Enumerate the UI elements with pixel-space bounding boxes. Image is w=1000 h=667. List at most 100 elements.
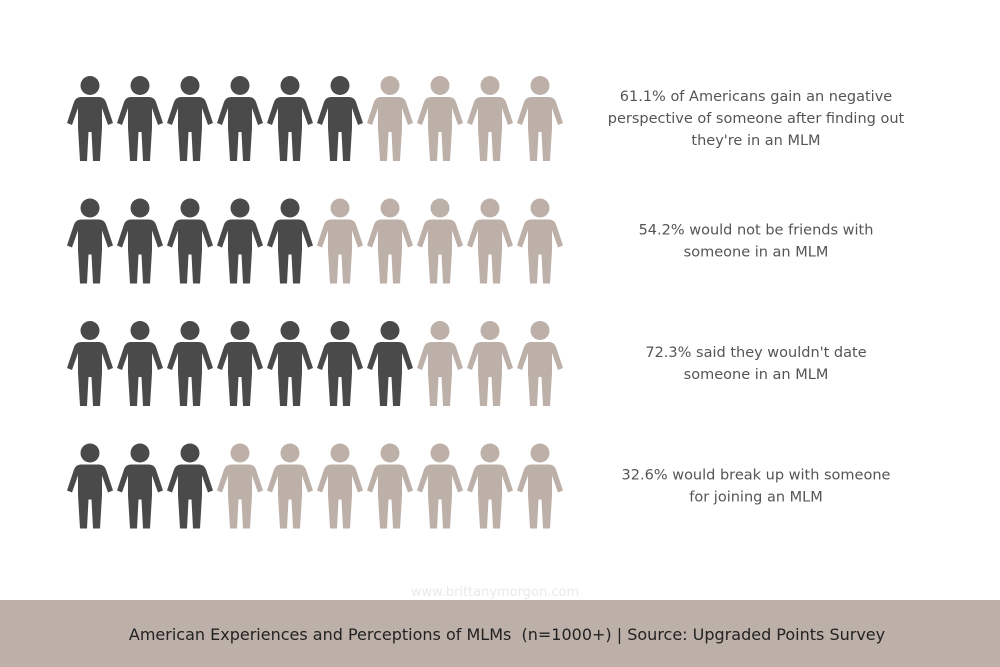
- icon-head: [330, 198, 350, 218]
- icon-head: [280, 321, 300, 340]
- icon-body: [67, 464, 113, 529]
- icon-head: [480, 76, 500, 95]
- person-icon: [117, 443, 163, 529]
- icon-head: [530, 443, 550, 463]
- icon-body: [417, 464, 463, 529]
- icon-head: [430, 321, 450, 340]
- person-icon: [217, 321, 263, 406]
- icon-head: [280, 198, 300, 218]
- person-icon: [517, 443, 563, 529]
- person-icon: [467, 198, 513, 284]
- icon-head: [530, 76, 550, 95]
- icon-head: [380, 198, 400, 218]
- person-icon: [367, 76, 413, 161]
- person-icon: [367, 443, 413, 529]
- person-icon: [117, 198, 163, 284]
- icon-head: [530, 198, 550, 218]
- row-label: for joining an MLM: [689, 490, 822, 506]
- person-icon: [467, 76, 513, 161]
- icon-body: [417, 219, 463, 284]
- icon-body: [467, 464, 513, 529]
- icon-head: [480, 198, 500, 218]
- icon-body: [117, 464, 163, 529]
- person-icon: [167, 198, 213, 284]
- person-icon: [467, 443, 513, 529]
- icon-head: [430, 443, 450, 463]
- icon-body: [217, 219, 263, 284]
- person-icon: [67, 76, 113, 161]
- icon-head: [430, 76, 450, 95]
- icon-head: [230, 76, 250, 95]
- icon-head: [530, 321, 550, 340]
- person-icon: [267, 321, 313, 406]
- icon-head: [180, 198, 200, 218]
- icon-head: [480, 321, 500, 340]
- icon-head: [330, 76, 350, 95]
- icon-head: [80, 76, 100, 95]
- icon-body: [167, 464, 213, 529]
- icon-body: [317, 97, 363, 161]
- icon-head: [230, 321, 250, 340]
- row-label: someone in an MLM: [684, 367, 829, 383]
- icon-head: [130, 198, 150, 218]
- icon-head: [330, 443, 350, 463]
- person-icon: [367, 321, 413, 406]
- person-icon: [117, 321, 163, 406]
- icon-body: [467, 219, 513, 284]
- icon-body: [67, 342, 113, 406]
- icon-head: [80, 198, 100, 218]
- icon-head: [480, 443, 500, 463]
- person-icon: [467, 321, 513, 406]
- row-label: 32.6% would break up with someone: [622, 468, 891, 484]
- icon-body: [417, 342, 463, 406]
- icon-body: [67, 97, 113, 161]
- icon-body: [167, 219, 213, 284]
- icon-head: [280, 76, 300, 95]
- icon-head: [180, 443, 200, 463]
- icon-body: [417, 97, 463, 161]
- icon-head: [130, 321, 150, 340]
- icon-body: [167, 342, 213, 406]
- person-icon: [267, 76, 313, 161]
- icon-body: [267, 464, 313, 529]
- icon-body: [317, 342, 363, 406]
- person-icon: [217, 76, 263, 161]
- icon-body: [217, 97, 263, 161]
- icon-head: [80, 321, 100, 340]
- icon-head: [280, 443, 300, 463]
- icon-body: [367, 342, 413, 406]
- row-label: perspective of someone after finding out: [608, 111, 905, 127]
- person-icon: [167, 321, 213, 406]
- row-label: 54.2% would not be friends with: [639, 223, 874, 239]
- person-icon: [67, 443, 113, 529]
- icon-body: [367, 464, 413, 529]
- icon-body: [517, 342, 563, 406]
- footer-band: [0, 600, 1000, 667]
- person-icon: [367, 198, 413, 284]
- icon-body: [117, 342, 163, 406]
- icon-head: [230, 198, 250, 218]
- icon-body: [267, 342, 313, 406]
- icon-body: [117, 219, 163, 284]
- icon-head: [130, 76, 150, 95]
- icon-body: [217, 464, 263, 529]
- person-icon: [517, 76, 563, 161]
- person-icon: [317, 321, 363, 406]
- icon-head: [130, 443, 150, 463]
- person-icon: [67, 321, 113, 406]
- person-icon: [417, 198, 463, 284]
- icon-head: [380, 321, 400, 340]
- person-icon: [217, 198, 263, 284]
- icon-head: [180, 321, 200, 340]
- footer-text: American Experiences and Perceptions of …: [129, 625, 885, 644]
- person-icon: [317, 443, 363, 529]
- watermark: www.brittanymorgon.com: [411, 585, 579, 600]
- person-icon: [267, 198, 313, 284]
- person-icon: [217, 443, 263, 529]
- icon-body: [267, 97, 313, 161]
- person-icon: [267, 443, 313, 529]
- icon-head: [180, 76, 200, 95]
- icon-body: [67, 219, 113, 284]
- person-icon: [117, 76, 163, 161]
